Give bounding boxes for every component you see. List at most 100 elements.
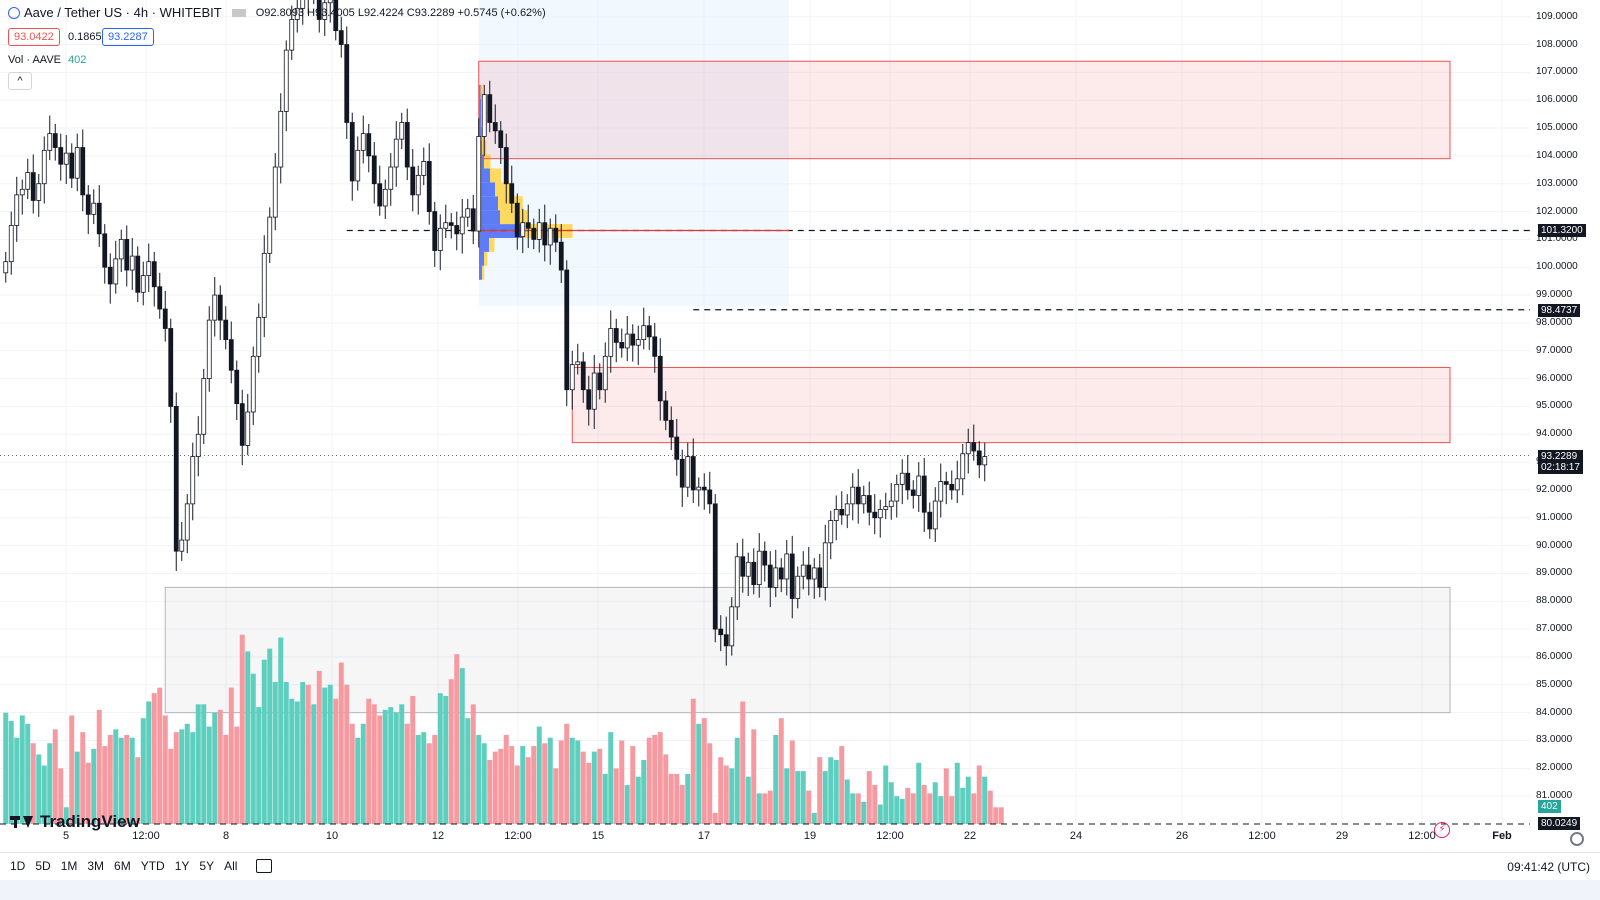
volume-bar	[245, 651, 251, 824]
candle-down	[344, 44, 350, 123]
candle-down	[921, 475, 927, 513]
profile-bar-buy	[479, 112, 481, 127]
volume-bar	[740, 701, 746, 824]
candle-down	[498, 130, 504, 148]
price-tick: 85.0000	[1536, 678, 1573, 690]
candle-down	[905, 472, 911, 491]
profile-bar-sell	[500, 210, 529, 225]
candle-up	[113, 258, 119, 285]
candle-up	[74, 147, 80, 179]
volume-bar	[487, 759, 493, 824]
volume-bar	[663, 754, 669, 824]
volume-bar	[459, 668, 465, 824]
range-button-ytd[interactable]: YTD	[140, 859, 165, 873]
price-tick: 94.0000	[1536, 428, 1573, 440]
volume-bar	[938, 796, 944, 824]
range-button-3m[interactable]: 3M	[87, 859, 105, 873]
symbol-title[interactable]: Aave / Tether US · 4h · WHITEBIT	[24, 5, 222, 20]
volume-bar	[756, 793, 762, 824]
candle-down	[971, 442, 977, 452]
clock[interactable]: 09:41:42 (UTC)	[1507, 860, 1590, 874]
range-button-5y[interactable]: 5Y	[199, 859, 215, 873]
candle-up	[146, 261, 152, 276]
volume-bar	[509, 746, 515, 824]
volume-bar	[575, 740, 581, 824]
price-tick: 87.0000	[1536, 623, 1573, 635]
volume-bar	[921, 785, 927, 824]
time-tick: 29	[1335, 830, 1349, 842]
volume-bar	[432, 734, 438, 824]
volume-bar	[327, 684, 333, 824]
range-button-1m[interactable]: 1M	[60, 859, 78, 873]
volume-value: 402	[68, 54, 87, 66]
volume-bar	[157, 687, 163, 824]
candle-up	[289, 19, 295, 51]
candle-down	[487, 94, 493, 123]
candle-up	[14, 194, 20, 226]
candle-down	[503, 147, 509, 185]
volume-bar	[3, 712, 9, 824]
settings-gear-icon[interactable]	[1570, 832, 1584, 846]
volume-bar	[602, 773, 608, 824]
supply-zone-lower	[571, 366, 1451, 444]
candle-up	[443, 222, 449, 229]
candle-down	[157, 286, 163, 310]
candle-down	[789, 553, 795, 599]
time-tick: 19	[803, 830, 817, 842]
volume-bar	[410, 695, 416, 824]
candle-down	[679, 458, 685, 488]
visibility-icon[interactable]	[231, 8, 246, 17]
price-tick: 91.0000	[1536, 511, 1573, 523]
calendar-icon[interactable]	[256, 859, 272, 873]
candle-down	[690, 456, 696, 491]
time-tick: 12:00	[504, 830, 532, 842]
range-button-6m[interactable]: 6M	[114, 859, 131, 873]
candle-down	[652, 336, 658, 357]
time-tick: 12:00	[1248, 830, 1276, 842]
volume-bar	[729, 768, 735, 824]
volume-bar	[173, 732, 179, 824]
candle-down	[663, 400, 669, 421]
volume-bar	[52, 729, 58, 824]
range-button-5d[interactable]: 5D	[35, 859, 51, 873]
range-button-all[interactable]: All	[224, 859, 238, 873]
tradingview-logo[interactable]: TradingView	[10, 812, 140, 832]
candle-down	[349, 122, 355, 182]
candle-up	[828, 520, 834, 544]
candle-down	[586, 389, 592, 410]
volume-bar	[883, 765, 889, 824]
profile-bar-buy	[479, 126, 482, 141]
collapse-legend-button[interactable]: ^	[8, 72, 32, 90]
profile-bar-buy	[479, 182, 495, 197]
volume-bar	[795, 771, 801, 824]
candle-up	[932, 500, 938, 530]
volume-bar	[481, 743, 487, 824]
volume-bar	[503, 734, 509, 824]
candle-up	[641, 325, 647, 341]
volume-bar	[635, 776, 641, 824]
candle-down	[151, 261, 157, 288]
volume-bar	[278, 637, 284, 824]
candle-up	[437, 227, 443, 251]
alert-bolt-icon[interactable]: ⚡	[1434, 822, 1450, 838]
sell-price-box[interactable]: 93.0422	[8, 28, 60, 46]
candle-up	[756, 550, 762, 585]
candle-down	[976, 450, 982, 466]
spread-value: 0.1865	[68, 31, 102, 43]
tradingview-logo-text: TradingView	[40, 812, 140, 831]
volume-bar	[421, 732, 427, 824]
candle-down	[910, 489, 916, 496]
candle-up	[811, 567, 817, 580]
buy-price-box[interactable]: 93.2287	[102, 28, 154, 46]
candle-up	[355, 149, 361, 182]
candle-up	[745, 561, 751, 577]
candle-down	[454, 225, 460, 235]
volume-bar	[899, 798, 905, 824]
candle-up	[300, 0, 306, 9]
candle-up	[916, 475, 922, 496]
range-button-1y[interactable]: 1Y	[174, 859, 190, 873]
volume-bar	[41, 765, 47, 824]
range-button-1d[interactable]: 1D	[10, 859, 26, 873]
candle-up	[602, 355, 608, 391]
price-chart[interactable]	[0, 0, 1600, 852]
